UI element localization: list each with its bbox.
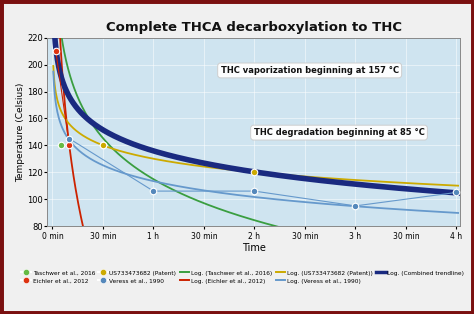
Point [150, 189, 157, 194]
Point [65, 143, 73, 148]
Point [99, 143, 107, 148]
Point [251, 170, 258, 175]
Text: THC degradation beginning at 85 °C: THC degradation beginning at 85 °C [254, 128, 424, 137]
Point [251, 189, 258, 194]
Point [352, 203, 359, 208]
Point [57, 143, 64, 148]
Legend: Taschwer et al., 2016, Eichler et al., 2012, US733473682 (Patent), Veress et al.: Taschwer et al., 2016, Eichler et al., 2… [21, 270, 465, 284]
X-axis label: Time: Time [242, 243, 265, 253]
Text: THC vaporization beginning at 157 °C: THC vaporization beginning at 157 °C [220, 66, 399, 75]
Title: Complete THCA decarboxylation to THC: Complete THCA decarboxylation to THC [106, 21, 401, 34]
Point [65, 136, 73, 141]
Point [453, 190, 460, 195]
Point [52, 49, 60, 54]
Point [99, 143, 107, 148]
Y-axis label: Temperature (Celsius): Temperature (Celsius) [16, 82, 25, 181]
